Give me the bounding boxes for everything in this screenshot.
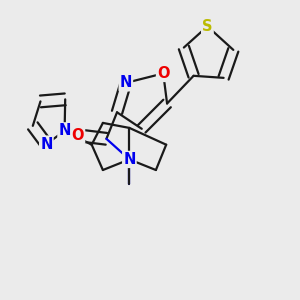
Text: N: N	[123, 152, 136, 167]
Text: O: O	[157, 66, 169, 81]
Text: S: S	[202, 19, 213, 34]
Text: N: N	[120, 75, 132, 90]
Text: O: O	[72, 128, 84, 143]
Text: N: N	[40, 136, 52, 152]
Text: N: N	[58, 123, 71, 138]
